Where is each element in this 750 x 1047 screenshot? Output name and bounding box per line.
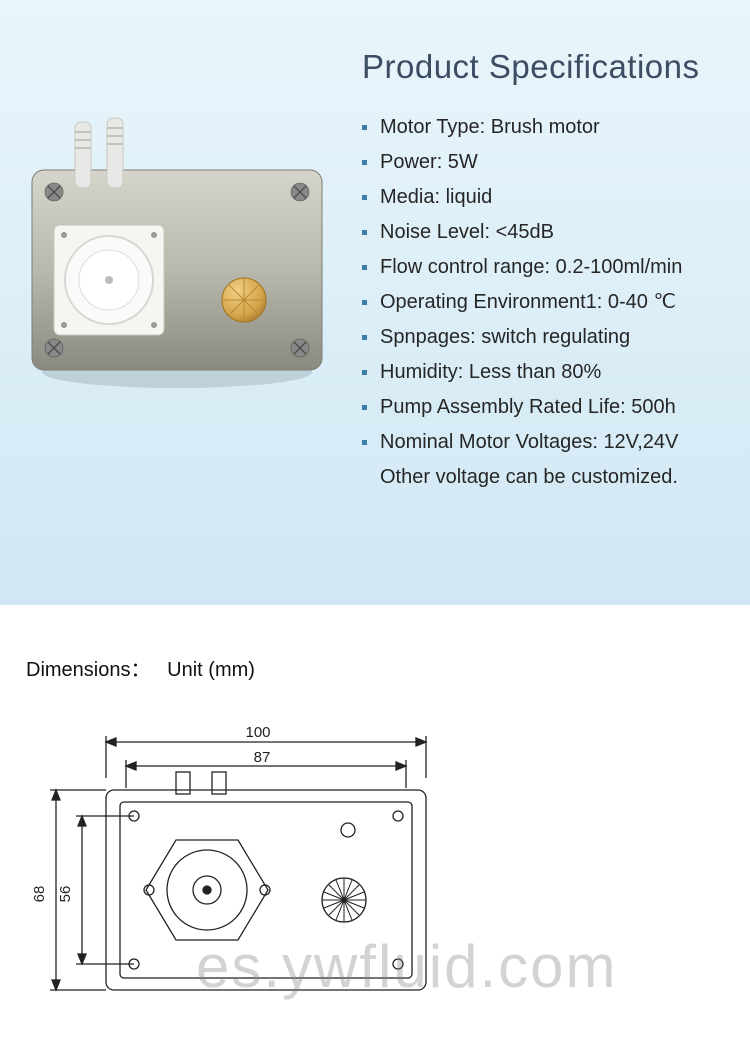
dim-w-inner: 87 xyxy=(254,749,271,766)
dimensions-label: Dimensions： Unit (mm) xyxy=(26,653,724,682)
dim-h-inner: 56 xyxy=(57,886,74,903)
section-heading: Product Specifications xyxy=(362,48,722,86)
spec-item: Noise Level: <45dB xyxy=(362,215,722,250)
dimensions-prefix: Dimensions： xyxy=(26,659,150,681)
specifications-panel: Product Specifications Motor Type: Brush… xyxy=(0,0,750,605)
spec-item: Nominal Motor Voltages: 12V,24V Other vo… xyxy=(362,425,722,495)
dimensions-unit: Unit (mm) xyxy=(167,659,255,681)
spec-item: Humidity: Less than 80% xyxy=(362,355,722,390)
dimensions-panel: Dimensions： Unit (mm) 100 87 xyxy=(0,605,750,1042)
specifications-block: Product Specifications Motor Type: Brush… xyxy=(362,48,722,495)
dim-h-outer: 68 xyxy=(31,886,48,903)
dim-w-outer: 100 xyxy=(245,724,270,741)
spec-list: Motor Type: Brush motor Power: 5W Media:… xyxy=(362,110,722,495)
spec-item: Flow control range: 0.2-100ml/min xyxy=(362,250,722,285)
spec-item: Motor Type: Brush motor xyxy=(362,110,722,145)
spec-item: Power: 5W xyxy=(362,145,722,180)
spec-item: Pump Assembly Rated Life: 500h xyxy=(362,390,722,425)
product-image xyxy=(12,110,342,400)
spec-item: Operating Environment1: 0-40 ℃ xyxy=(362,285,722,320)
spec-item: Spnpages: switch regulating xyxy=(362,320,722,355)
spec-item: Media: liquid xyxy=(362,180,722,215)
dimension-drawing: 100 87 xyxy=(26,722,726,1042)
